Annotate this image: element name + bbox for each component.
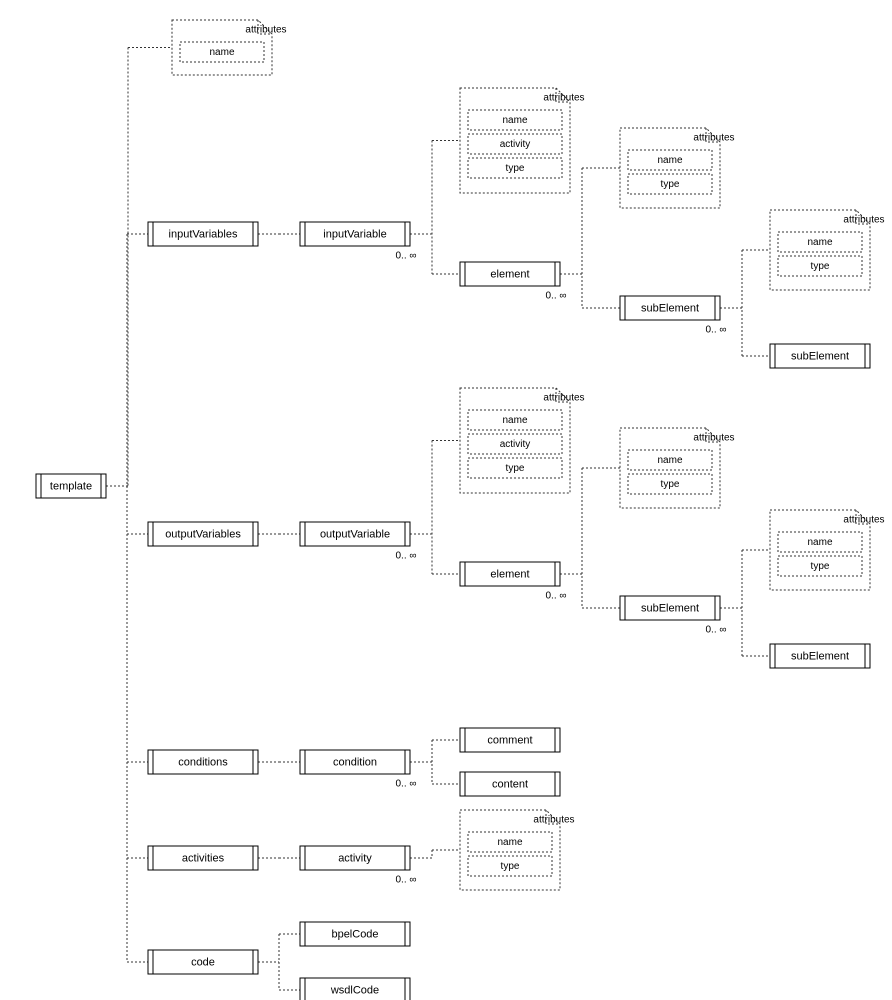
node-outputVariable: outputVariable 0.. ∞ xyxy=(300,522,417,562)
svg-text:0.. ∞: 0.. ∞ xyxy=(395,251,416,262)
svg-text:activity: activity xyxy=(338,852,372,864)
svg-text:attributes: attributes xyxy=(693,133,734,144)
svg-text:attributes: attributes xyxy=(533,815,574,826)
svg-text:attributes: attributes xyxy=(245,25,286,36)
svg-text:attributes: attributes xyxy=(543,93,584,104)
svg-text:type: type xyxy=(811,261,830,272)
svg-text:activity: activity xyxy=(500,439,531,450)
svg-text:element: element xyxy=(490,268,529,280)
node-comment: comment xyxy=(460,728,560,752)
svg-text:outputVariables: outputVariables xyxy=(165,528,241,540)
node-subElement1a: subElement 0.. ∞ xyxy=(620,296,727,336)
svg-text:conditions: conditions xyxy=(178,756,228,768)
svg-text:name: name xyxy=(807,537,832,548)
svg-text:type: type xyxy=(661,179,680,190)
attrs-sub2Attrs: attributes name type xyxy=(770,510,885,590)
attrs-templateAttrs: attributes name xyxy=(172,20,287,75)
node-subElement2b: subElement xyxy=(770,644,870,668)
node-wsdlCode: wsdlCode xyxy=(300,978,410,1000)
node-inputVariable: inputVariable 0.. ∞ xyxy=(300,222,417,262)
svg-text:code: code xyxy=(191,956,215,968)
attrs-sub1Attrs: attributes name type xyxy=(770,210,885,290)
svg-text:attributes: attributes xyxy=(843,515,884,526)
node-outputVariables: outputVariables xyxy=(148,522,258,546)
node-code: code xyxy=(148,950,258,974)
svg-text:name: name xyxy=(657,455,682,466)
svg-text:outputVariable: outputVariable xyxy=(320,528,390,540)
node-element1: element 0.. ∞ xyxy=(460,262,567,302)
svg-text:0.. ∞: 0.. ∞ xyxy=(395,875,416,886)
svg-text:name: name xyxy=(209,47,234,58)
svg-text:subElement: subElement xyxy=(641,302,699,314)
svg-text:subElement: subElement xyxy=(641,602,699,614)
svg-text:0.. ∞: 0.. ∞ xyxy=(395,779,416,790)
node-template: template xyxy=(36,474,106,498)
svg-text:name: name xyxy=(502,115,527,126)
svg-text:type: type xyxy=(661,479,680,490)
svg-text:0.. ∞: 0.. ∞ xyxy=(545,591,566,602)
svg-text:name: name xyxy=(657,155,682,166)
node-bpelCode: bpelCode xyxy=(300,922,410,946)
svg-text:0.. ∞: 0.. ∞ xyxy=(545,291,566,302)
svg-text:element: element xyxy=(490,568,529,580)
svg-text:inputVariable: inputVariable xyxy=(323,228,386,240)
node-subElement1b: subElement xyxy=(770,344,870,368)
attrs-elem1Attrs: attributes name type xyxy=(620,128,735,208)
svg-text:wsdlCode: wsdlCode xyxy=(330,984,379,996)
svg-text:type: type xyxy=(501,861,520,872)
svg-text:type: type xyxy=(506,163,525,174)
svg-text:content: content xyxy=(492,778,528,790)
svg-text:inputVariables: inputVariables xyxy=(169,228,238,240)
svg-text:name: name xyxy=(497,837,522,848)
svg-text:0.. ∞: 0.. ∞ xyxy=(705,325,726,336)
svg-text:attributes: attributes xyxy=(843,215,884,226)
schema-tree-diagram: template inputVariables outputVariables con… xyxy=(0,0,892,1000)
svg-text:name: name xyxy=(502,415,527,426)
node-element2: element 0.. ∞ xyxy=(460,562,567,602)
svg-text:0.. ∞: 0.. ∞ xyxy=(395,551,416,562)
svg-text:template: template xyxy=(50,480,92,492)
svg-text:type: type xyxy=(506,463,525,474)
svg-text:attributes: attributes xyxy=(543,393,584,404)
node-activities: activities xyxy=(148,846,258,870)
svg-text:attributes: attributes xyxy=(693,433,734,444)
attrs-outVarAttrs: attributes name activity type xyxy=(460,388,585,493)
node-condition: condition 0.. ∞ xyxy=(300,750,417,790)
attrs-activityAttrs: attributes name type xyxy=(460,810,575,890)
attrs-inVarAttrs: attributes name activity type xyxy=(460,88,585,193)
svg-text:subElement: subElement xyxy=(791,350,849,362)
svg-text:subElement: subElement xyxy=(791,650,849,662)
svg-text:bpelCode: bpelCode xyxy=(331,928,378,940)
node-conditions: conditions xyxy=(148,750,258,774)
node-content: content xyxy=(460,772,560,796)
node-subElement2a: subElement 0.. ∞ xyxy=(620,596,727,636)
node-activity: activity 0.. ∞ xyxy=(300,846,417,886)
svg-text:comment: comment xyxy=(487,734,532,746)
node-inputVariables: inputVariables xyxy=(148,222,258,246)
svg-text:0.. ∞: 0.. ∞ xyxy=(705,625,726,636)
svg-text:activity: activity xyxy=(500,139,531,150)
svg-text:name: name xyxy=(807,237,832,248)
svg-text:condition: condition xyxy=(333,756,377,768)
svg-text:type: type xyxy=(811,561,830,572)
attrs-elem2Attrs: attributes name type xyxy=(620,428,735,508)
svg-text:activities: activities xyxy=(182,852,225,864)
